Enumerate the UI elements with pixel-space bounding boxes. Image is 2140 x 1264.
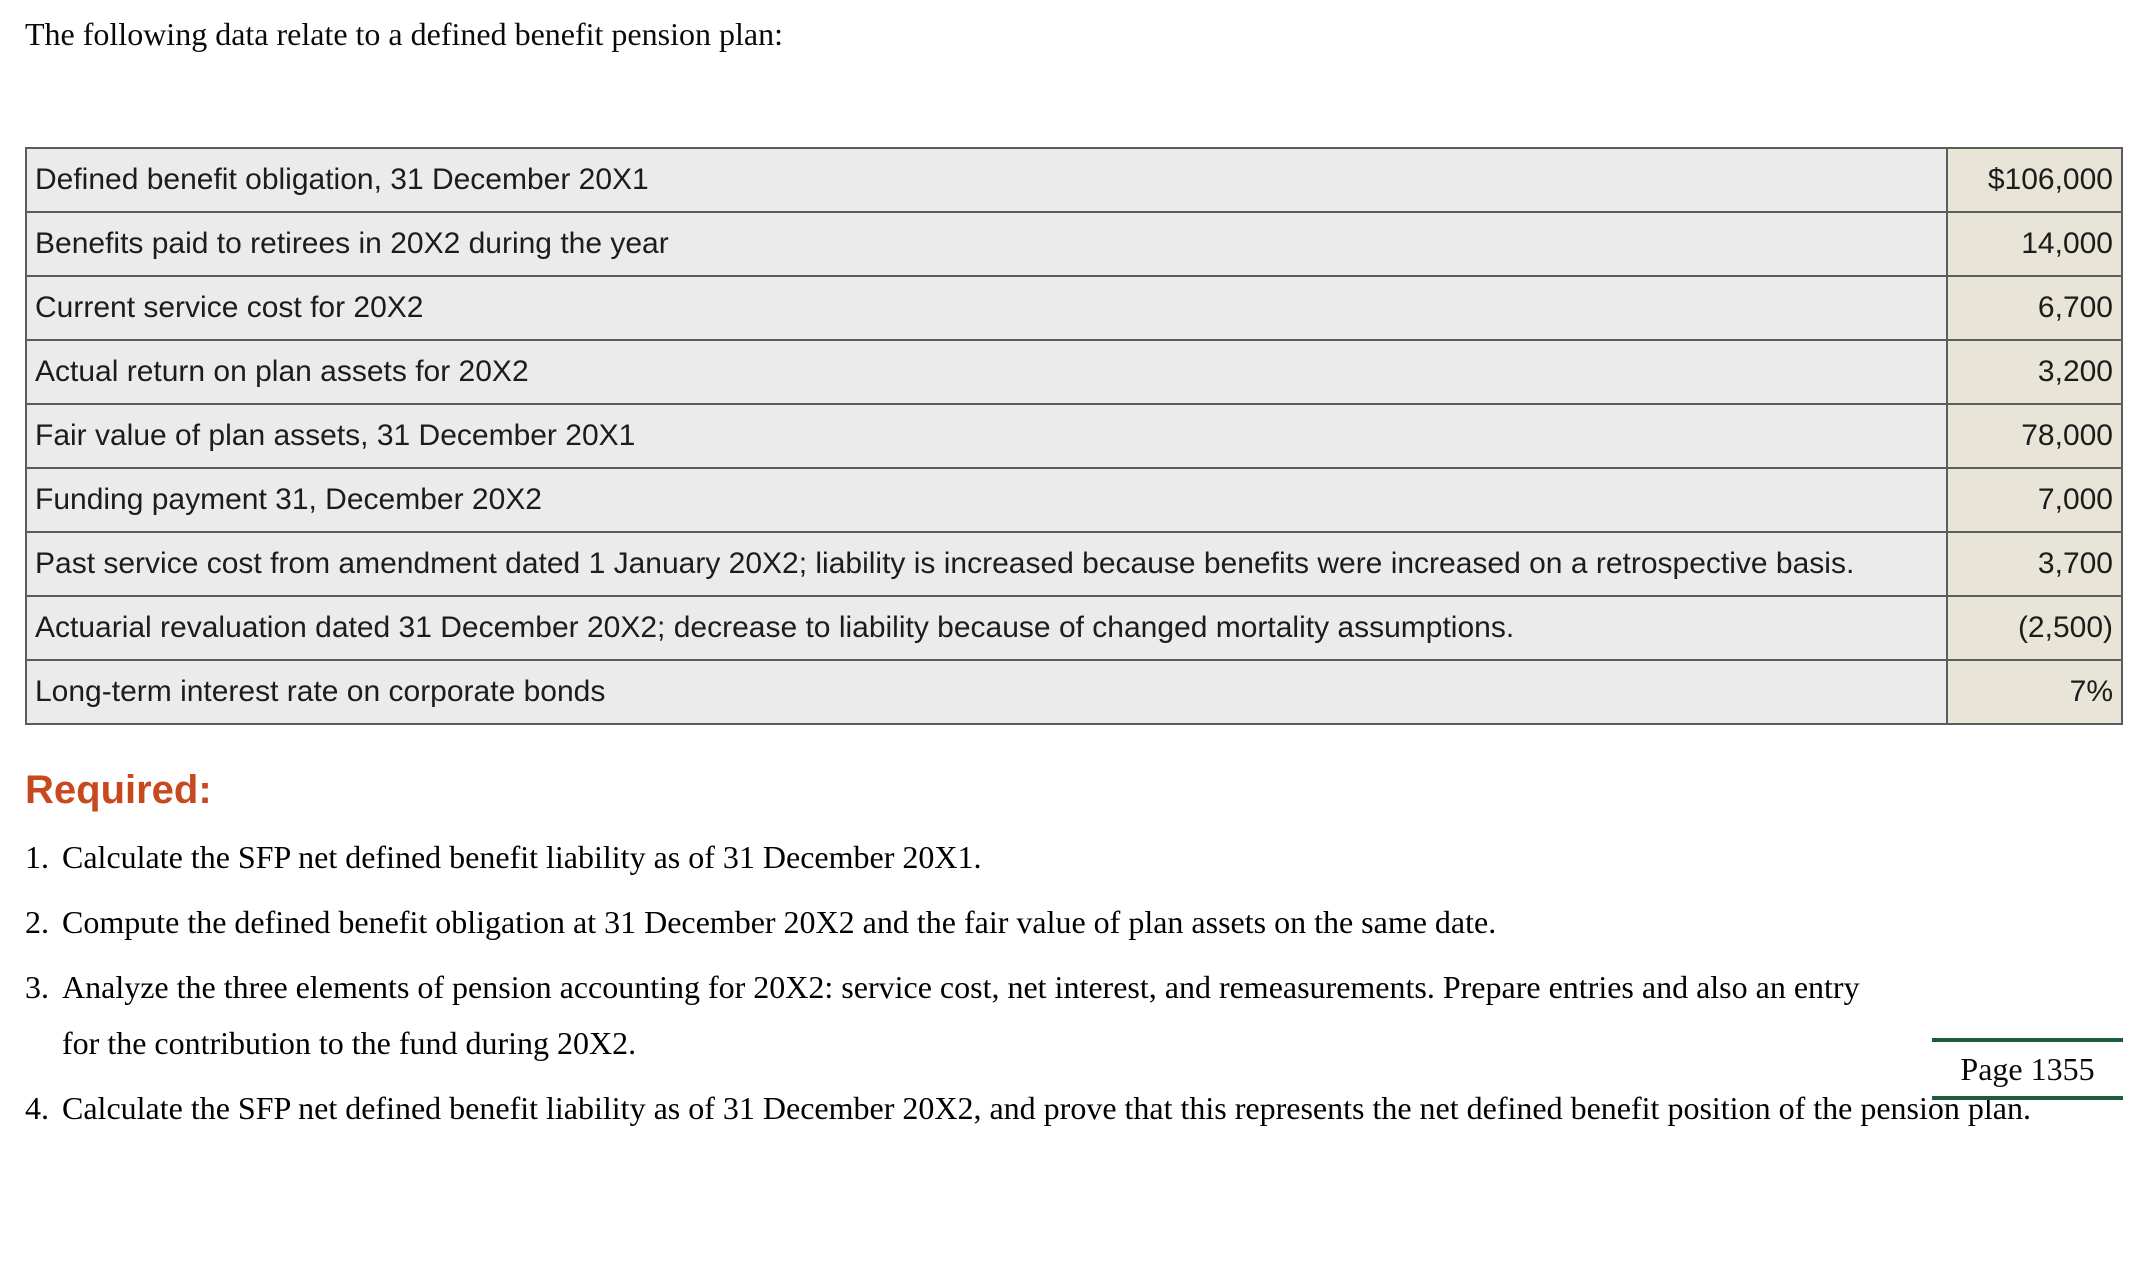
list-item: 4. Calculate the SFP net defined benefit… xyxy=(25,1080,2140,1136)
table-row: Benefits paid to retirees in 20X2 during… xyxy=(25,211,2123,277)
row-label: Fair value of plan assets, 31 December 2… xyxy=(25,403,1948,469)
row-value: 14,000 xyxy=(1946,211,2123,277)
list-item-text: Calculate the SFP net defined benefit li… xyxy=(62,839,982,875)
row-label: Actuarial revaluation dated 31 December … xyxy=(25,595,1948,661)
list-item-text: Analyze the three elements of pension ac… xyxy=(62,969,1860,1061)
table-row: Actuarial revaluation dated 31 December … xyxy=(25,595,2123,661)
page-number-marker: Page 1355 xyxy=(1932,1038,2123,1100)
row-value: 7% xyxy=(1946,659,2123,725)
table-row: Fair value of plan assets, 31 December 2… xyxy=(25,403,2123,469)
list-item-text: Compute the defined benefit obligation a… xyxy=(62,904,1497,940)
row-value: $106,000 xyxy=(1946,147,2123,213)
row-value: 78,000 xyxy=(1946,403,2123,469)
table-row: Actual return on plan assets for 20X2 3,… xyxy=(25,339,2123,405)
list-item-number: 3. xyxy=(25,969,49,1005)
list-item-text: Calculate the SFP net defined benefit li… xyxy=(62,1090,2031,1126)
list-item-number: 4. xyxy=(25,1090,49,1126)
row-value: 3,700 xyxy=(1946,531,2123,597)
table-row: Past service cost from amendment dated 1… xyxy=(25,531,2123,597)
table-row: Defined benefit obligation, 31 December … xyxy=(25,147,2123,213)
row-value: 3,200 xyxy=(1946,339,2123,405)
row-label: Defined benefit obligation, 31 December … xyxy=(25,147,1948,213)
row-label: Funding payment 31, December 20X2 xyxy=(25,467,1948,533)
intro-text: The following data relate to a defined b… xyxy=(25,16,783,52)
list-item-number: 2. xyxy=(25,904,49,940)
table-row: Long-term interest rate on corporate bon… xyxy=(25,659,2123,725)
required-list: 1. Calculate the SFP net defined benefit… xyxy=(25,829,2140,1136)
row-label: Long-term interest rate on corporate bon… xyxy=(25,659,1948,725)
row-value: 6,700 xyxy=(1946,275,2123,341)
row-value: 7,000 xyxy=(1946,467,2123,533)
pension-data-table: Defined benefit obligation, 31 December … xyxy=(25,147,2123,725)
row-value: (2,500) xyxy=(1946,595,2123,661)
list-item-number: 1. xyxy=(25,839,49,875)
list-item: 1. Calculate the SFP net defined benefit… xyxy=(25,829,2140,885)
row-label: Actual return on plan assets for 20X2 xyxy=(25,339,1948,405)
required-heading: Required: xyxy=(25,768,212,812)
row-label: Past service cost from amendment dated 1… xyxy=(25,531,1948,597)
row-label: Benefits paid to retirees in 20X2 during… xyxy=(25,211,1948,277)
table-row: Current service cost for 20X2 6,700 xyxy=(25,275,2123,341)
list-item: 3. Analyze the three elements of pension… xyxy=(25,959,2140,1071)
row-label: Current service cost for 20X2 xyxy=(25,275,1948,341)
table-row: Funding payment 31, December 20X2 7,000 xyxy=(25,467,2123,533)
list-item: 2. Compute the defined benefit obligatio… xyxy=(25,894,2140,950)
